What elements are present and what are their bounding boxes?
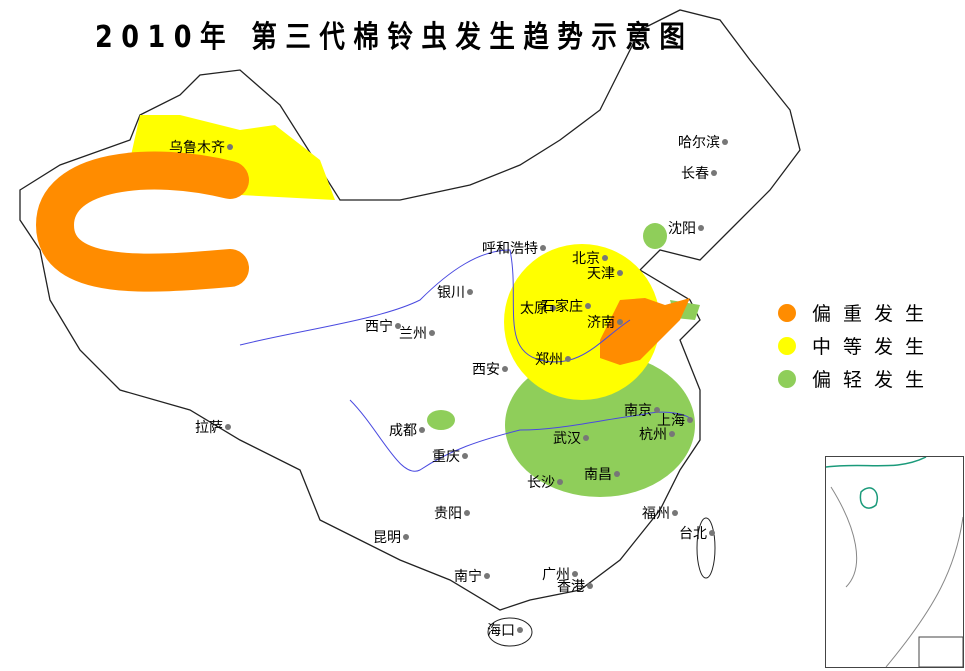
city-dot [227,144,233,150]
city-label: 乌鲁木齐 [169,140,225,156]
legend-swatch [778,303,796,322]
city-dot [698,225,704,231]
river-yellow [239,249,631,363]
city-label: 南昌 [584,467,612,483]
city-dot [602,255,608,261]
city-label: 太原 [520,301,548,317]
city-dot [462,453,468,459]
river-yangtze [349,399,691,472]
city-dot [502,366,508,372]
legend-item-light: 偏轻发生 [778,362,936,395]
city-label: 天津 [587,266,615,282]
city-dot [565,356,571,362]
city-label: 石家庄 [541,298,583,315]
city-label: 哈尔滨 [678,135,720,151]
city-dot [669,431,675,437]
city-label: 福州 [642,506,670,522]
city-label: 郑州 [535,352,563,368]
city-label: 昆明 [373,530,401,546]
legend-label: 偏轻发生 [812,369,937,391]
city-dot [587,583,593,589]
city-label: 杭州 [639,427,667,443]
city-label: 呼和浩特 [482,241,538,257]
city-dot [419,427,425,433]
city-dot [550,305,556,311]
city-dot [711,170,717,176]
city-dot [429,330,435,336]
city-dot [583,435,589,441]
city-label: 贵阳 [434,506,462,522]
city-label: 武汉 [553,431,581,447]
city-dot [225,424,231,430]
south-china-sea-inset [825,456,964,668]
city-label: 拉萨 [195,420,223,436]
inset-map [825,456,964,668]
city-label: 济南 [587,315,615,331]
city-label: 兰州 [399,326,427,342]
city-label: 台北 [679,526,707,542]
city-dot [557,479,563,485]
city-dot [617,319,623,325]
city-dot [464,510,470,516]
city-label: 广州 [542,567,570,583]
city-label: 南京 [624,403,652,419]
city-dot [395,323,401,329]
region-light-liaoning [643,223,667,249]
city-dot [654,407,660,413]
hainan-island [487,617,533,647]
city-label: 南宁 [454,568,482,585]
city-dot [709,530,715,536]
city-dot [614,471,620,477]
city-dot [617,270,623,276]
city-label: 北京 [572,251,600,267]
legend: 偏重发生 中等发生 偏轻发生 [778,296,936,395]
city-label: 成都 [389,423,417,439]
city-label: 西安 [472,362,500,378]
city-dot [585,303,591,309]
region-light-sichuan [427,410,455,430]
legend-item-severe: 偏重发生 [778,296,936,329]
city-dot [484,573,490,579]
city-dot [540,245,546,251]
city-dot [687,417,693,423]
city-label: 香港 [557,579,585,595]
legend-swatch [778,369,796,388]
city-dot [467,289,473,295]
city-dot [722,139,728,145]
city-label: 长春 [681,166,709,182]
city-dot [403,534,409,540]
city-label: 重庆 [432,449,460,465]
city-dot [517,627,523,633]
city-label: 西宁 [365,318,393,335]
legend-item-moderate: 中等发生 [778,329,936,362]
city-label: 银川 [437,285,465,301]
city-label: 海口 [487,623,515,639]
city-label: 长沙 [527,475,555,491]
city-dot [672,510,678,516]
legend-swatch [778,336,796,355]
city-label: 沈阳 [668,221,696,237]
region-severe-shandong [600,298,690,365]
city-label: 上海 [657,413,685,429]
city-dot [572,571,578,577]
region-severe-xinjiang [35,151,249,292]
map-title: 2010年 第三代棉铃虫发生趋势示意图 [95,20,694,55]
legend-label: 偏重发生 [812,303,937,325]
legend-label: 中等发生 [812,336,937,358]
